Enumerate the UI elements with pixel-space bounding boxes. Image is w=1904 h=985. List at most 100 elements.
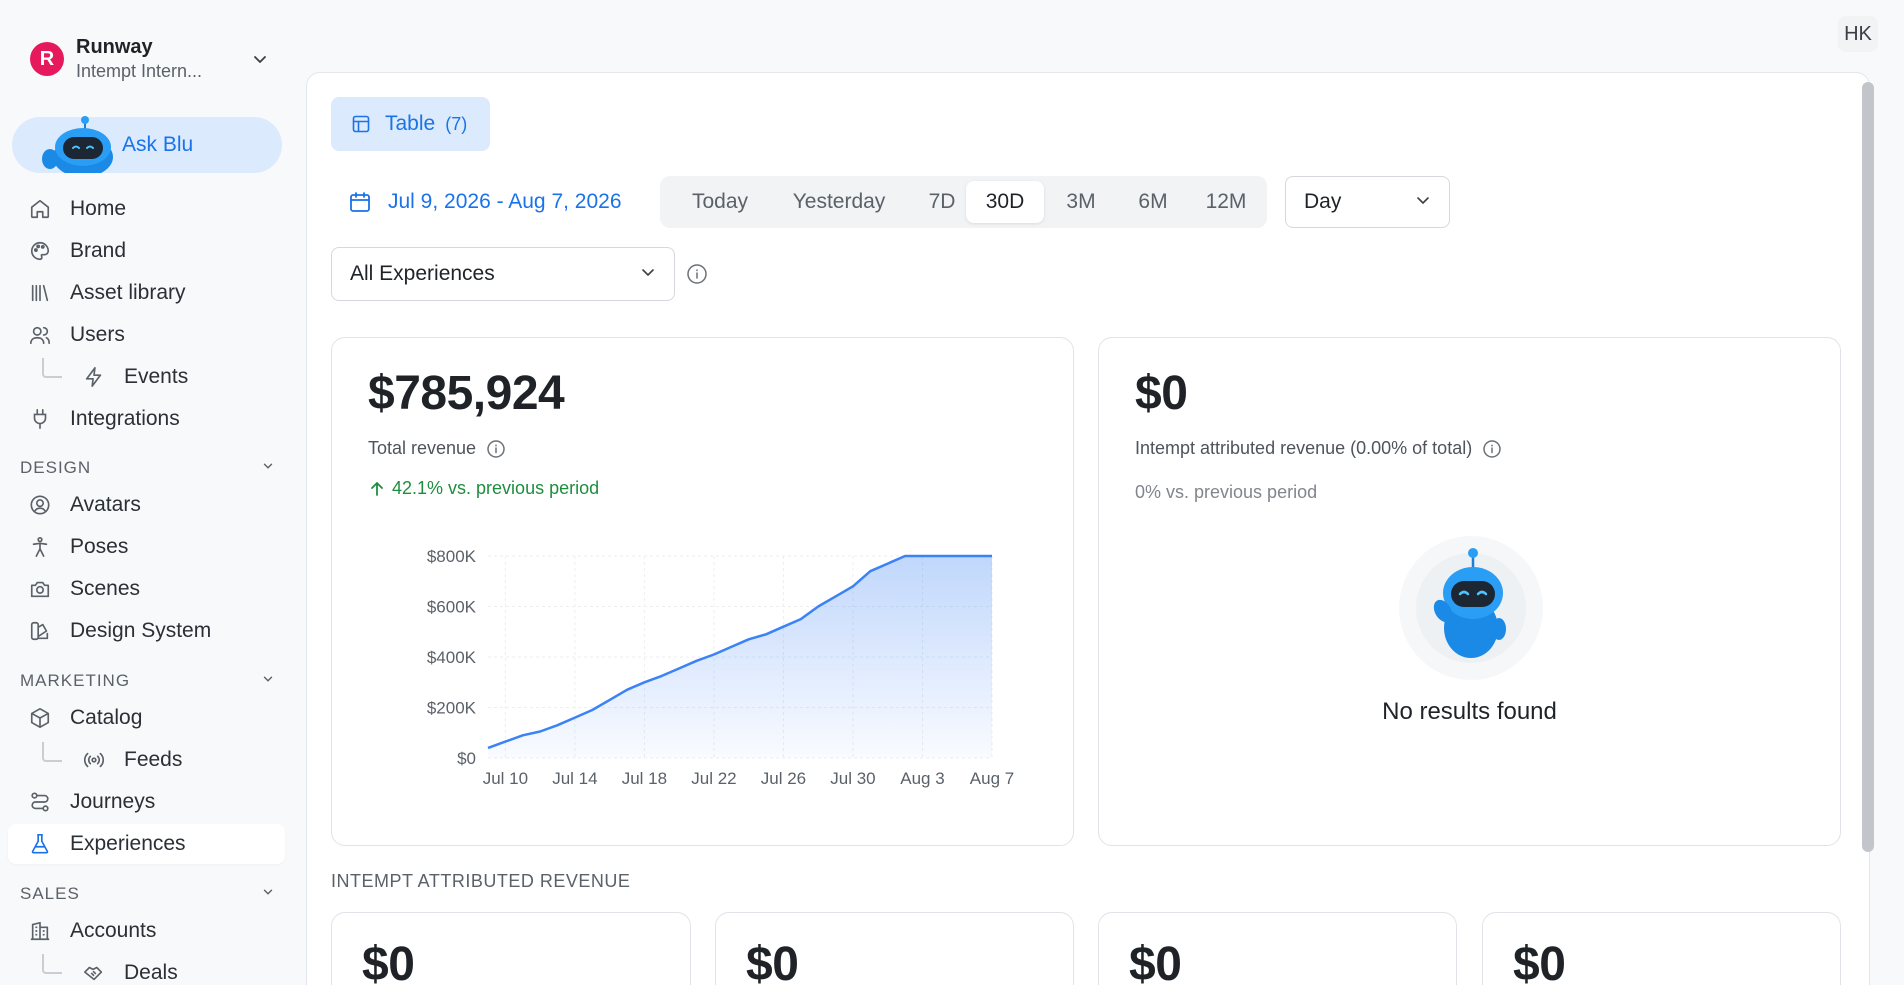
flask-icon bbox=[28, 832, 52, 856]
palette-icon bbox=[28, 239, 52, 263]
section-title: INTEMPT ATTRIBUTED REVENUE bbox=[331, 871, 631, 891]
section-marketing[interactable]: MARKETING bbox=[20, 669, 275, 693]
metric-value: $0 bbox=[1129, 938, 1182, 985]
section-title: MARKETING bbox=[20, 671, 131, 690]
sidebar-item-asset-library[interactable]: Asset library bbox=[8, 273, 285, 313]
ask-blu-button[interactable]: Ask Blu bbox=[12, 116, 282, 173]
sidebar-item-label: Accounts bbox=[70, 919, 157, 942]
lightning-icon bbox=[82, 365, 106, 389]
sidebar-item-design-system[interactable]: Design System bbox=[8, 611, 285, 651]
sidebar-item-label: Brand bbox=[70, 239, 127, 262]
workspace-name: Runway bbox=[76, 36, 153, 58]
users-icon bbox=[28, 323, 52, 347]
area-fill bbox=[488, 556, 992, 758]
sidebar-item-avatars[interactable]: Avatars bbox=[8, 485, 285, 525]
sidebar-item-label: Design System bbox=[70, 619, 212, 642]
x-tick-label: Jul 26 bbox=[761, 769, 806, 788]
period-12m[interactable]: 12M bbox=[1205, 190, 1247, 213]
sidebar-item-label: Asset library bbox=[70, 281, 186, 304]
route-icon bbox=[28, 790, 52, 814]
period-today[interactable]: Today bbox=[691, 190, 749, 213]
attributed-revenue-caption: Intempt attributed revenue (0.00% of tot… bbox=[1135, 438, 1502, 459]
y-tick-label: $800K bbox=[427, 547, 477, 566]
experience-filter-select[interactable]: All Experiences bbox=[331, 247, 675, 301]
library-icon bbox=[28, 281, 52, 305]
section-title: SALES bbox=[20, 884, 80, 903]
total-revenue-caption: Total revenue bbox=[368, 438, 506, 459]
sidebar-item-events[interactable]: Events bbox=[8, 357, 285, 397]
metric-card: $0 bbox=[715, 912, 1074, 985]
granularity-select[interactable]: Day bbox=[1285, 176, 1450, 228]
period-3m[interactable]: 3M bbox=[1066, 190, 1096, 213]
x-tick-label: Jul 30 bbox=[830, 769, 875, 788]
sidebar-item-integrations[interactable]: Integrations bbox=[8, 399, 285, 439]
metric-card: $0 bbox=[1098, 912, 1457, 985]
info-icon[interactable] bbox=[486, 439, 506, 459]
experience-filter-value: All Experiences bbox=[350, 262, 495, 285]
delta-text: 42.1% vs. previous period bbox=[392, 478, 600, 498]
sidebar-item-label: Integrations bbox=[70, 407, 180, 430]
info-icon[interactable] bbox=[686, 263, 708, 285]
sidebar: R Runway Intempt Intern... Ask Blu Home … bbox=[0, 0, 300, 985]
table-view-label: Table bbox=[385, 112, 436, 135]
attributed-revenue-card: $0 Intempt attributed revenue (0.00% of … bbox=[1098, 337, 1841, 846]
workspace-avatar: R bbox=[30, 42, 64, 76]
sidebar-item-label: Scenes bbox=[70, 577, 141, 600]
calendar-icon bbox=[350, 192, 370, 212]
sidebar-item-journeys[interactable]: Journeys bbox=[8, 782, 285, 822]
sidebar-item-users[interactable]: Users bbox=[8, 315, 285, 355]
sidebar-item-label: Avatars bbox=[70, 493, 141, 516]
period-30d[interactable]: 30D bbox=[966, 181, 1044, 223]
sidebar-item-catalog[interactable]: Catalog bbox=[8, 698, 285, 738]
user-avatar[interactable]: HK bbox=[1838, 16, 1878, 52]
total-revenue-delta: 42.1% vs. previous period bbox=[368, 478, 599, 499]
tree-connector bbox=[42, 358, 62, 378]
total-revenue-card: $785,924 Total revenue 42.1% vs. previou… bbox=[331, 337, 1074, 846]
sidebar-item-label: Home bbox=[70, 197, 127, 220]
sidebar-item-deals[interactable]: Deals bbox=[8, 953, 285, 985]
camera-icon bbox=[28, 577, 52, 601]
chevron-down-icon bbox=[1415, 190, 1431, 214]
x-tick-label: Aug 7 bbox=[970, 769, 1014, 788]
home-icon bbox=[28, 197, 52, 221]
sidebar-item-label: Poses bbox=[70, 535, 129, 558]
ask-blu-label: Ask Blu bbox=[122, 133, 194, 156]
workspace-switcher[interactable]: R Runway Intempt Intern... bbox=[30, 34, 270, 84]
metric-value: $0 bbox=[1513, 938, 1566, 985]
sidebar-item-poses[interactable]: Poses bbox=[8, 527, 285, 567]
sidebar-item-brand[interactable]: Brand bbox=[8, 231, 285, 271]
x-tick-label: Jul 22 bbox=[691, 769, 736, 788]
robot-mascot-icon bbox=[42, 116, 113, 173]
info-icon[interactable] bbox=[1482, 439, 1502, 459]
table-view-button[interactable]: Table (7) bbox=[331, 97, 490, 151]
scrollbar[interactable] bbox=[1862, 82, 1874, 852]
section-design[interactable]: DESIGN bbox=[20, 456, 275, 480]
period-6m[interactable]: 6M bbox=[1138, 190, 1168, 213]
tree-connector bbox=[42, 742, 62, 762]
y-tick-label: $200K bbox=[427, 699, 477, 718]
table-view-count: (7) bbox=[445, 113, 468, 134]
arrow-up-icon bbox=[371, 481, 383, 496]
metric-value: $0 bbox=[746, 938, 799, 985]
date-range-picker[interactable]: Jul 9, 2026 - Aug 7, 2026 bbox=[348, 185, 622, 219]
chevron-down-icon bbox=[250, 49, 270, 69]
robot-mascot-icon bbox=[1399, 536, 1543, 680]
caption-text: Total revenue bbox=[368, 438, 477, 458]
section-title: DESIGN bbox=[20, 458, 92, 477]
sidebar-item-experiences[interactable]: Experiences bbox=[8, 824, 285, 864]
sidebar-item-accounts[interactable]: Accounts bbox=[8, 911, 285, 951]
sidebar-item-home[interactable]: Home bbox=[8, 189, 285, 229]
sidebar-item-label: Users bbox=[70, 323, 125, 346]
period-yesterday[interactable]: Yesterday bbox=[792, 190, 886, 213]
series-line bbox=[487, 554, 992, 750]
sidebar-item-feeds[interactable]: Feeds bbox=[8, 740, 285, 780]
sidebar-item-scenes[interactable]: Scenes bbox=[8, 569, 285, 609]
swatch-icon bbox=[28, 619, 52, 643]
sidebar-item-label: Experiences bbox=[70, 832, 186, 855]
chevron-down-icon bbox=[261, 885, 275, 904]
section-sales[interactable]: SALES bbox=[20, 882, 275, 906]
table-icon bbox=[352, 115, 370, 133]
empty-state-text: No results found bbox=[1382, 698, 1557, 725]
x-tick-label: Jul 10 bbox=[483, 769, 528, 788]
period-7d[interactable]: 7D bbox=[928, 190, 956, 213]
